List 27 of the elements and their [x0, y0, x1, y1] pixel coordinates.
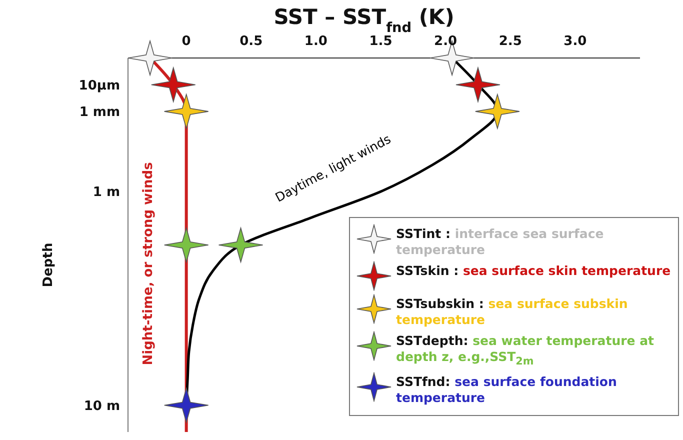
- y-tick-label: 10 m: [84, 398, 120, 414]
- x-tick-label: 3.0: [564, 34, 587, 49]
- annotation: Night-time, or strong winds: [141, 162, 156, 366]
- y-tick-label: 1 m: [92, 185, 120, 200]
- x-tick-label: 0: [182, 34, 191, 49]
- x-tick-label: 1.0: [304, 34, 328, 49]
- x-tick-label: 2.5: [498, 34, 522, 49]
- legend-label: SSTsubskin : sea surface subskin temperature: [396, 296, 628, 326]
- x-tick-label: 0.5: [240, 34, 263, 49]
- point: [456, 67, 500, 102]
- point: [128, 40, 172, 76]
- legend-label: SSTint : interface sea surface temperature: [396, 226, 604, 256]
- point: [164, 94, 209, 129]
- y-axis-title: Depth: [41, 242, 56, 288]
- x-tick-label: 2.0: [434, 34, 458, 49]
- point: [150, 67, 196, 102]
- legend-label: SSTfnd: sea surface foundation temperature: [396, 374, 617, 405]
- point: [218, 228, 264, 262]
- point: [164, 388, 209, 423]
- x-axis-title: SST – SST$_{fnd}$ (K): [274, 5, 454, 36]
- point: [475, 94, 520, 129]
- y-tick-label: 10μm: [78, 78, 120, 94]
- legend-label: SSTdepth: sea water temperature at depth z, e.g.,SST$_{2m}$: [396, 332, 654, 367]
- y-tick-label: 1 mm: [79, 105, 120, 120]
- legend-label: SSTskin : sea surface skin temperature: [396, 262, 671, 278]
- point: [164, 228, 209, 262]
- x-tick-label: 1.5: [369, 34, 392, 49]
